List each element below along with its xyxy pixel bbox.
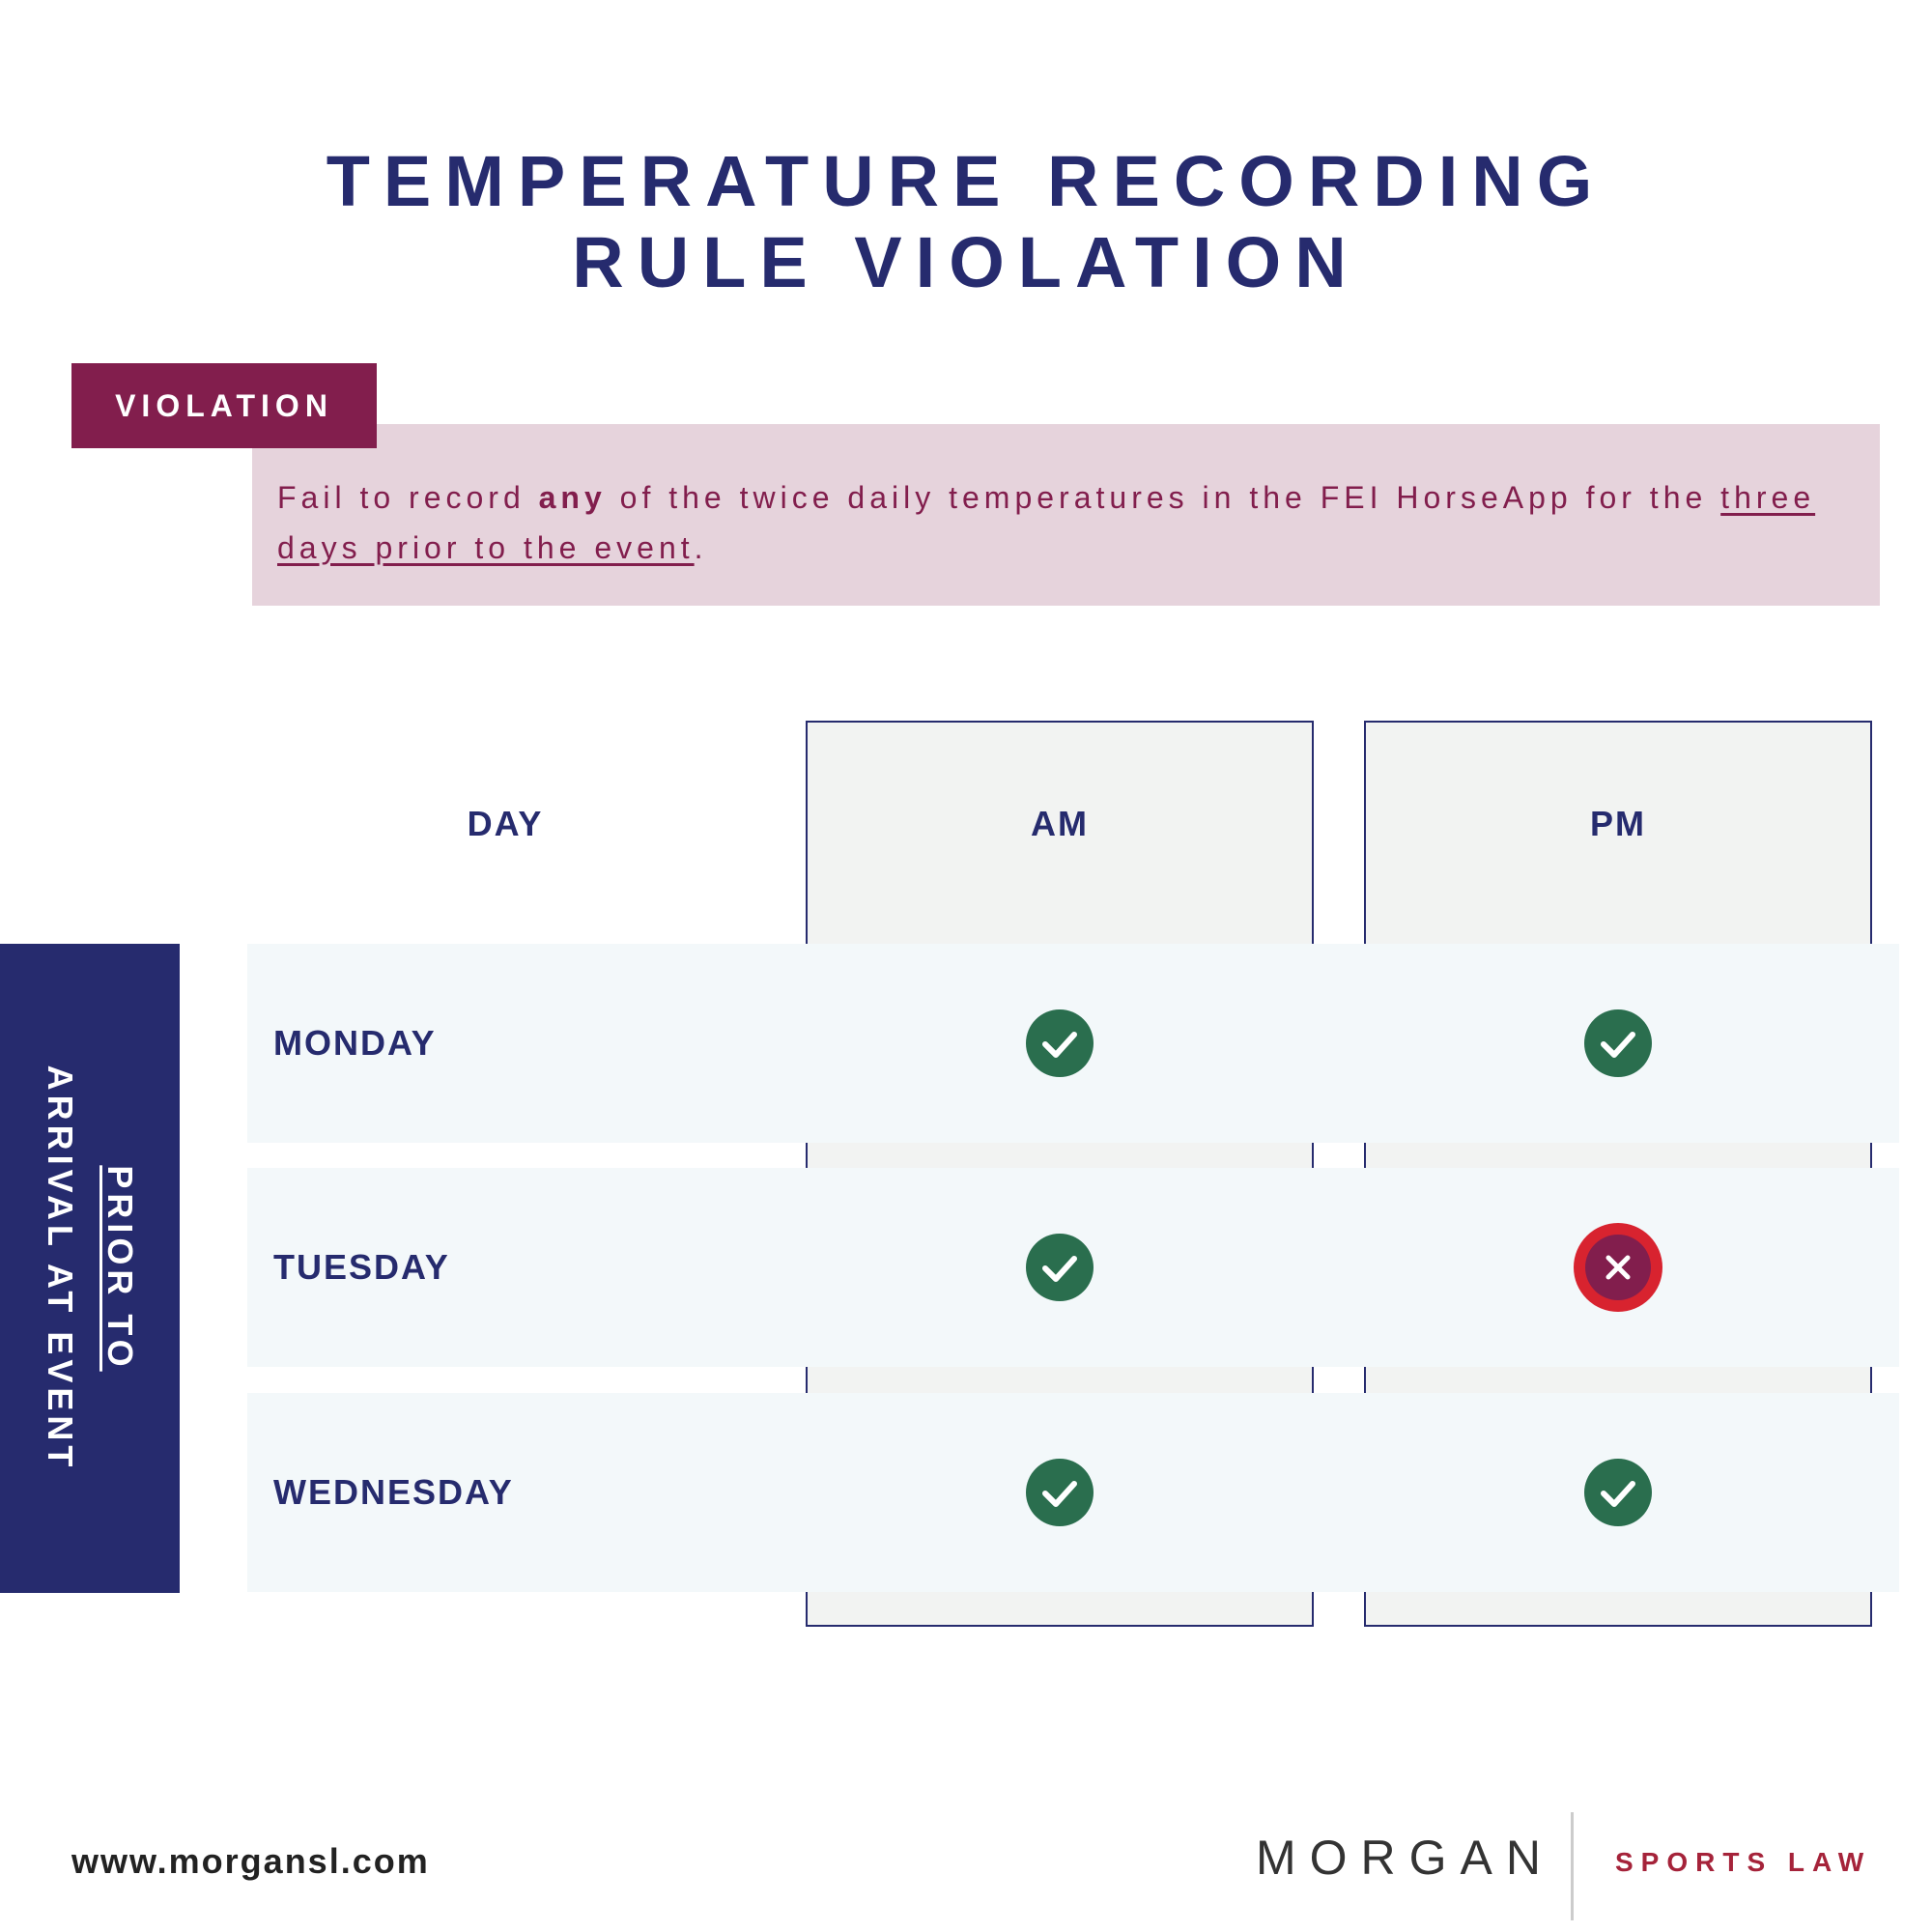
side-label: PRIOR TO ARRIVAL AT EVENT	[30, 979, 150, 1558]
violation-text-underlined: three days prior to the event	[277, 480, 1816, 565]
check-circle-icon	[1584, 1009, 1652, 1077]
footer-url[interactable]: www.morgansl.com	[71, 1841, 430, 1881]
check-circle-icon	[1584, 1459, 1652, 1526]
status-cell	[806, 1393, 1314, 1592]
table-row: MONDAY	[247, 944, 1899, 1143]
violation-tag: VIOLATION	[71, 363, 377, 448]
title-line-2: RULE VIOLATION	[572, 221, 1360, 302]
violation-text-after: .	[694, 530, 708, 565]
brand-logo-name: MORGAN	[1256, 1831, 1554, 1885]
brand-logo-tagline: SPORTS LAW	[1615, 1847, 1872, 1877]
page-title: TEMPERATURE RECORDING RULE VIOLATION	[0, 141, 1932, 303]
violation-text-bold: any	[538, 480, 607, 515]
pm-column-header: PM	[1590, 804, 1646, 843]
status-cell	[806, 944, 1314, 1143]
day-label: MONDAY	[273, 1023, 437, 1063]
check-circle-icon	[1026, 1234, 1094, 1301]
side-label-line-1: PRIOR TO	[100, 1165, 140, 1372]
side-label-line-2: ARRIVAL AT EVENT	[41, 1065, 80, 1472]
brand-divider	[1571, 1812, 1574, 1920]
status-cell	[1364, 1168, 1872, 1367]
day-label: WEDNESDAY	[273, 1472, 514, 1512]
violation-description: Fail to record any of the twice daily te…	[252, 424, 1880, 606]
table-row: WEDNESDAY	[247, 1393, 1899, 1592]
check-circle-icon	[1026, 1009, 1094, 1077]
status-cell	[1364, 1393, 1872, 1592]
violation-text-middle: of the twice daily temperatures in the F…	[606, 480, 1721, 515]
status-cell	[1364, 944, 1872, 1143]
table-row: TUESDAY	[247, 1168, 1899, 1367]
side-label-bar: PRIOR TO ARRIVAL AT EVENT	[0, 944, 180, 1593]
violation-text-before: Fail to record	[277, 480, 539, 515]
status-cell	[806, 1168, 1314, 1367]
day-label: TUESDAY	[273, 1247, 450, 1287]
am-column-header: AM	[1031, 804, 1089, 843]
title-line-1: TEMPERATURE RECORDING	[326, 140, 1606, 221]
check-circle-icon	[1026, 1459, 1094, 1526]
day-column-header: DAY	[467, 804, 544, 843]
x-circle-icon	[1574, 1223, 1662, 1312]
